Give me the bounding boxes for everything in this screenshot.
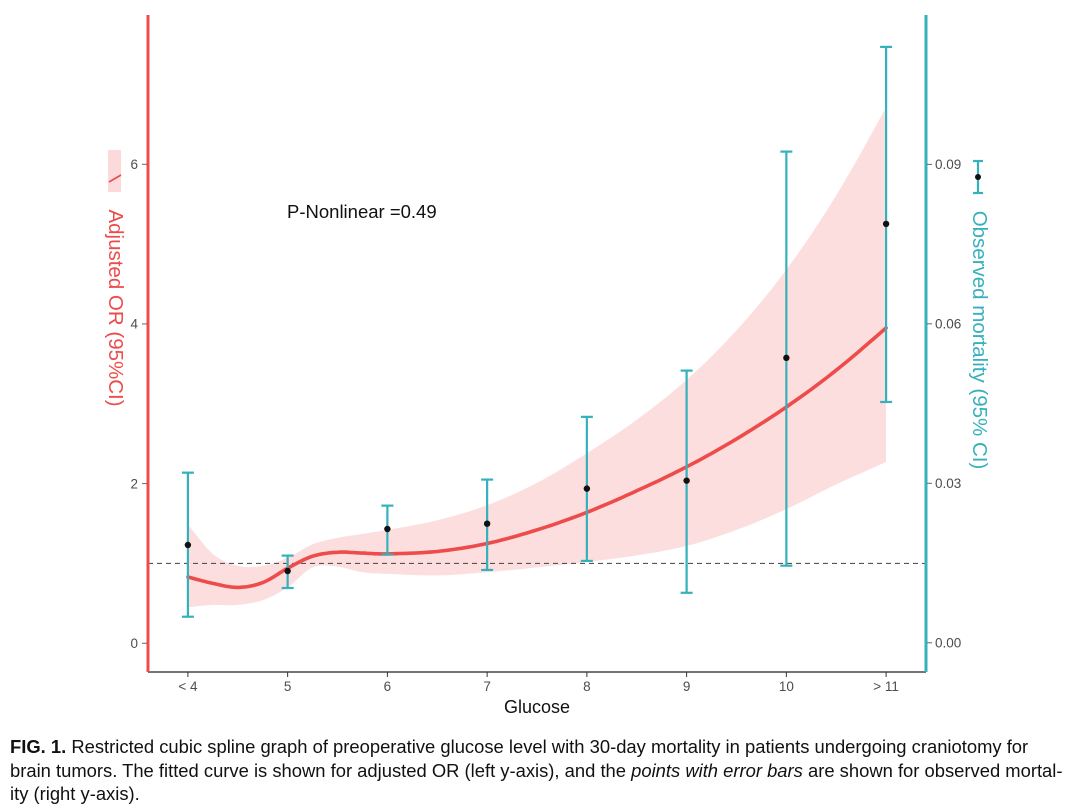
p-nonlinear-annotation: P-Nonlinear =0.49: [287, 201, 437, 222]
fitted-curve: [186, 326, 888, 590]
y-left-tick-label: 2: [130, 476, 138, 491]
x-tick-label: 9: [683, 679, 691, 694]
y-left-tick-label: 0: [130, 636, 138, 651]
x-tick-label: < 4: [178, 679, 198, 694]
x-tick-label: 8: [583, 679, 591, 694]
y-right-axis-ticks: 0.00 0.03 0.06 0.09: [927, 157, 961, 650]
data-point: [783, 354, 790, 362]
y-left-axis-title: Adjusted OR (95%CI): [104, 209, 127, 406]
y-right-tick-label: 0.03: [935, 476, 961, 491]
data-point: [284, 567, 291, 575]
errorbar-series: [181, 45, 893, 618]
y-right-tick-label: 0.00: [935, 635, 961, 650]
data-point: [384, 525, 391, 533]
caption-label: FIG. 1.: [10, 736, 67, 757]
x-axis-ticks: < 4 5 6 7 8 9 10 > 11: [178, 672, 899, 694]
x-tick-label: 7: [483, 679, 491, 694]
figure-caption: FIG. 1. Restricted cubic spline graph of…: [10, 735, 1063, 806]
caption-text: ity (right y-axis).: [10, 783, 140, 804]
caption-text: brain tumors. The fitted curve is shown …: [10, 759, 627, 781]
legend-key-band: [108, 150, 121, 192]
y-right-tick-label: 0.06: [935, 317, 961, 332]
data-point: [683, 477, 690, 484]
caption-line-2: brain tumors. The fitted curve is shown …: [10, 759, 1063, 783]
x-tick-label: > 11: [873, 679, 899, 694]
y-right-axis-title: Observed mortality (95% CI): [968, 211, 991, 470]
caption-text: are shown for observed mortal-: [807, 759, 1063, 781]
caption-italic-text: points with error bars: [631, 759, 803, 781]
chart: < 4 5 6 7 8 9 10 > 11 0 2 4 6 0.00 0.03 0.06 0.09 Glu…: [104, 15, 991, 717]
errorbar-4: [481, 478, 494, 572]
confidence-band: [187, 107, 887, 608]
errorbar-3: [381, 504, 394, 556]
y-right-tick-label: 0.09: [935, 157, 961, 172]
errorbar-2: [281, 554, 294, 590]
x-axis-title: Glucose: [504, 697, 570, 717]
data-point: [483, 520, 491, 527]
legend-key-point: [975, 174, 981, 180]
errorbar-6: [680, 369, 693, 594]
legend-key-fitted-curve: [108, 150, 122, 192]
errorbar-5: [580, 415, 593, 563]
caption-line-3: ity (right y-axis).: [10, 782, 1063, 806]
legend-key-line: [108, 174, 122, 183]
y-left-tick-label: 4: [130, 317, 138, 332]
errorbar-8: [880, 45, 893, 404]
y-left-axis-ticks: 0 2 4 6: [130, 157, 147, 651]
caption-line-1: FIG. 1. Restricted cubic spline graph of…: [10, 735, 1063, 759]
data-point: [184, 541, 192, 549]
errorbar-1: [181, 471, 194, 618]
legend-key-errorbar: [973, 159, 983, 195]
data-point: [882, 220, 890, 228]
x-tick-label: 6: [384, 679, 392, 694]
x-tick-label: 5: [284, 679, 292, 694]
y-left-tick-label: 6: [130, 157, 138, 172]
x-tick-label: 10: [779, 679, 794, 694]
data-point: [583, 485, 591, 492]
errorbar-7: [780, 150, 793, 567]
plot-area: [148, 45, 926, 618]
caption-text: Restricted cubic spline graph of preoper…: [71, 736, 1029, 757]
